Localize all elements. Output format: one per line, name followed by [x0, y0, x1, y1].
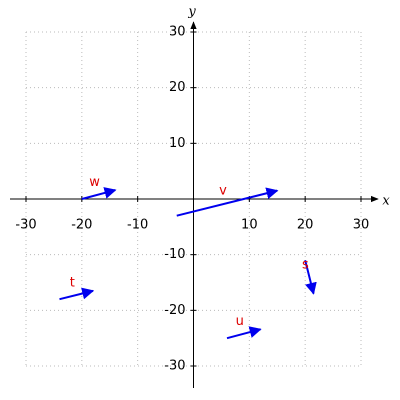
y-tick-label: 10 — [169, 136, 186, 151]
vector — [304, 259, 317, 295]
y-tick-label: 30 — [169, 25, 186, 40]
y-tick-label: -20 — [164, 303, 185, 318]
x-tick-label: -30 — [15, 218, 36, 233]
x-tick-label: 10 — [241, 218, 258, 233]
x-axis-label: x — [382, 194, 390, 209]
x-tick-label: -20 — [71, 218, 92, 233]
vector — [59, 287, 95, 301]
vector-label: s — [302, 257, 309, 272]
vector-label: u — [236, 314, 244, 329]
y-tick-label: -10 — [164, 247, 185, 262]
y-tick-label: 20 — [169, 80, 186, 95]
vector-label: t — [70, 276, 75, 291]
vector — [226, 326, 262, 340]
vector — [81, 187, 117, 200]
vector — [176, 187, 279, 217]
vector-label: w — [89, 175, 100, 190]
y-axis-label: y — [187, 5, 196, 20]
x-tick-label: 30 — [353, 218, 370, 233]
x-tick-label: -10 — [127, 218, 148, 233]
y-tick-label: -30 — [164, 359, 185, 374]
vector-label: v — [219, 184, 227, 199]
x-tick-label: 20 — [297, 218, 314, 233]
